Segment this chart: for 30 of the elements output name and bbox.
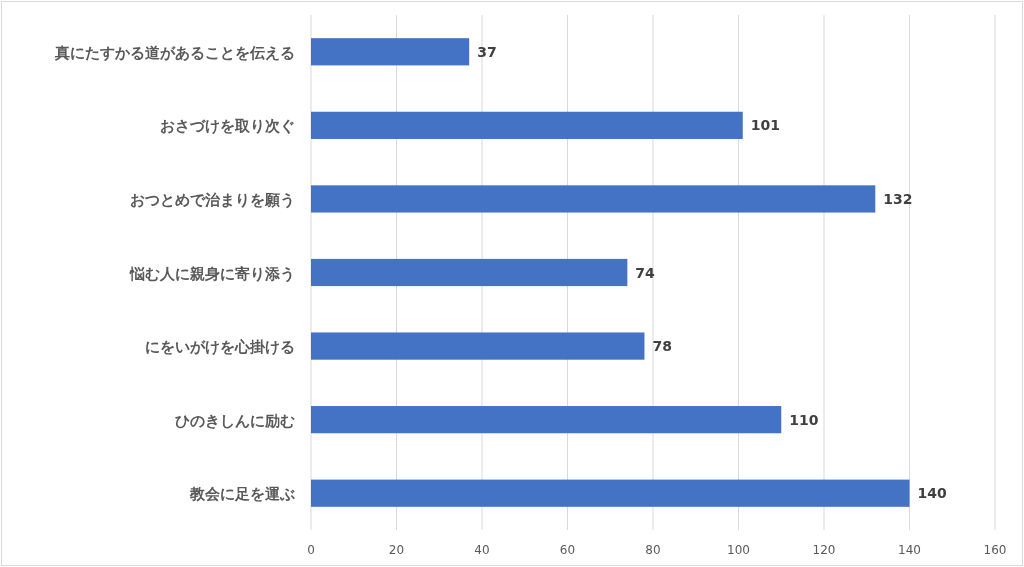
data-label: 74 bbox=[635, 264, 656, 281]
x-tick-label: 20 bbox=[388, 543, 405, 557]
x-tick-label: 60 bbox=[559, 543, 576, 557]
y-tick-label: おつとめで治まりを願う bbox=[130, 190, 295, 209]
data-label: 140 bbox=[917, 485, 947, 502]
bar bbox=[311, 38, 470, 66]
data-label: 101 bbox=[750, 117, 781, 134]
y-tick-label: 悩む人に親身に寄り添う bbox=[129, 264, 295, 283]
x-tick-label: 40 bbox=[474, 543, 490, 557]
x-tick-label: 120 bbox=[812, 543, 836, 557]
bar bbox=[311, 111, 743, 139]
data-label: 78 bbox=[652, 338, 672, 355]
bar bbox=[311, 479, 910, 507]
bar bbox=[311, 332, 645, 360]
x-tick-label: 100 bbox=[727, 543, 750, 557]
bar bbox=[311, 185, 876, 213]
bar bbox=[311, 406, 782, 434]
x-tick-label: 0 bbox=[307, 543, 315, 557]
data-label: 132 bbox=[883, 190, 913, 207]
y-tick-label: 教会に足を運ぶ bbox=[189, 485, 295, 504]
y-tick-label: 真にたすかる道があることを伝える bbox=[54, 43, 295, 62]
data-label: 110 bbox=[789, 411, 819, 428]
y-tick-label: おさづけを取り次ぐ bbox=[160, 117, 295, 136]
bar bbox=[311, 258, 628, 287]
data-label: 37 bbox=[477, 43, 497, 60]
x-tick-label: 80 bbox=[645, 543, 661, 557]
y-tick-label: ひのきしんに励む bbox=[175, 411, 295, 430]
x-tick-label: 160 bbox=[983, 543, 1007, 557]
x-tick-label: 140 bbox=[898, 543, 921, 557]
y-tick-label: にをいがけを心掛ける bbox=[145, 338, 295, 357]
